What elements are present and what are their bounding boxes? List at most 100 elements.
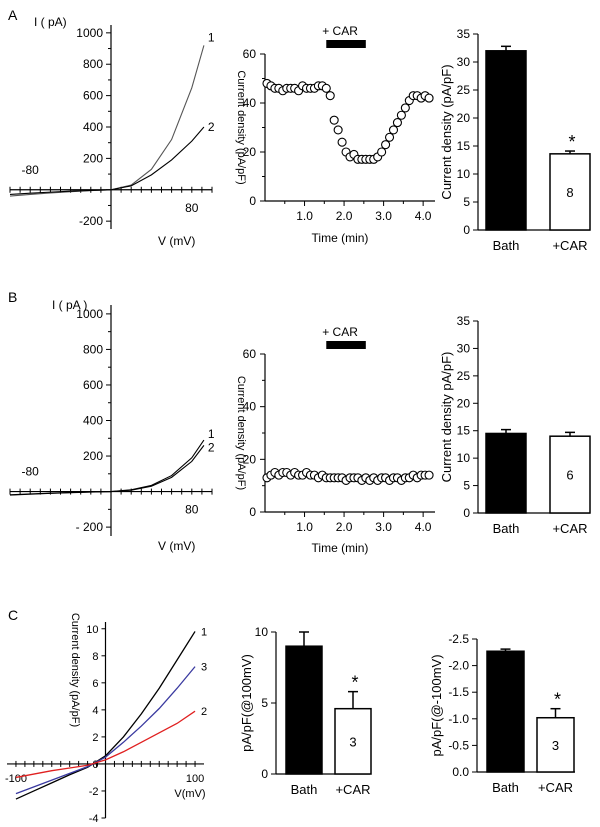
C_bar2-y-axis-label: pA/pF(@-100mV) (429, 654, 444, 756)
C_iv-plot: 10 8 6 4 2 0 -2 -4 -100 100 V(mV) Current density (… (5, 613, 207, 825)
A_time-point (325, 91, 335, 101)
A_iv-y-tick-label: 800 (83, 57, 103, 71)
A_bar-y-tick-label: 30 (457, 55, 471, 69)
B_time-y-tick-label: 40 (243, 400, 257, 414)
A_bar-n-label: 8 (566, 185, 573, 200)
B_bar-y-tick-label: 20 (457, 396, 471, 410)
A_time-point (377, 147, 387, 157)
C_bar1-y-axis-label: pA/pF(@100mV) (239, 654, 254, 752)
A_iv-y-axis-label: I ( pA) (34, 15, 67, 29)
A_time-point (333, 125, 343, 135)
A_bar-y-tick-label: 5 (463, 195, 470, 209)
B_time-x-tick-label: 1.0 (296, 520, 313, 534)
C_bar1-x-tick-label: +CAR (335, 782, 370, 797)
A_time-plot: 0 20 40 60 1.0 2.0 3.0 4.0 Time (min) Current den… (235, 24, 435, 245)
A_time-point (329, 115, 339, 125)
B_iv-x-axis-label: V (mV) (158, 539, 195, 553)
C_bar2-y-tick-label: 0.0 (452, 765, 469, 779)
C_iv-series-2 (15, 710, 196, 779)
B_iv-x-tick-label: -80 (22, 465, 40, 479)
B_bar-n-label: 6 (502, 466, 509, 481)
C_iv-y-tick-label: -4 (89, 813, 99, 825)
C_bar1-bar (334, 707, 372, 775)
B_time-point (424, 470, 434, 480)
A_time-point (392, 118, 402, 128)
B_bar-y-tick-label: 10 (457, 451, 471, 465)
C_iv-x-tick-label: -100 (5, 773, 27, 785)
C_iv-series-label: 1 (201, 626, 207, 638)
A_time-x-tick-label: 1.0 (296, 209, 313, 223)
A_iv-x-tick-label: -80 (22, 163, 40, 177)
C_bar1-y-tick-label: 10 (255, 625, 269, 639)
C_bar2-significance: * (554, 690, 561, 710)
B_bar-n-label: 6 (566, 468, 573, 483)
A_time-y-axis-label: Current density (pA/pF) (235, 70, 247, 184)
B_time-y-tick-label: 20 (243, 452, 257, 466)
A_bar-y-tick-label: 10 (457, 167, 471, 181)
B_time-x-axis-label: Time (min) (312, 541, 369, 555)
C_bar1-bar (285, 645, 323, 775)
A_bar-significance: * (568, 132, 575, 152)
C_bar2-n-label: 3 (552, 738, 559, 753)
A_bar-y-tick-label: 35 (457, 27, 471, 41)
A_bar-y-tick-label: 0 (463, 223, 470, 237)
A_time-x-tick-label: 3.0 (375, 209, 392, 223)
B_time-y-tick-label: 60 (243, 347, 257, 361)
A_bar-n-label: 8 (502, 133, 509, 148)
B_iv-x-tick-label: 80 (185, 503, 199, 517)
B_bar-y-tick-label: 5 (463, 479, 470, 493)
B_iv-y-tick-label: - 200 (76, 520, 104, 534)
C_bar2-x-tick-label: +CAR (538, 780, 573, 795)
A_iv-x-axis-label: V (mV) (158, 234, 195, 248)
B_bar-y-tick-label: 30 (457, 341, 471, 355)
C_iv-series-label: 3 (201, 662, 207, 674)
A_bar-plot: 0 5 10 15 20 25 30 35 Current density (pA/pF) 8 Ba… (439, 27, 591, 253)
C_iv-x-tick-label: 100 (186, 773, 204, 785)
B_iv-y-tick-label: 800 (83, 342, 103, 356)
B_time-plot: 0 20 40 60 1.0 2.0 3.0 4.0 Time (min) Current den… (235, 325, 435, 555)
C_bar1-x-tick-label: Bath (291, 782, 318, 797)
B_iv-y-tick-label: 200 (83, 449, 103, 463)
B_iv-series-label: 1 (208, 427, 215, 441)
A_iv-y-tick-label: 200 (83, 151, 103, 165)
A_time-point (337, 137, 347, 147)
B_bar-plot: 0 5 10 15 20 25 30 35 Current density pA/pF) 6 Bat… (439, 314, 591, 536)
B_time-y-tick-label: 0 (249, 505, 256, 519)
B_bar-y-tick-label: 35 (457, 314, 471, 328)
C_bar1-n-label: 3 (300, 703, 307, 718)
B_bar-y-tick-label: 25 (457, 369, 471, 383)
A_iv-x-tick-label: 80 (185, 201, 199, 215)
A_time-x-tick-label: 2.0 (336, 209, 353, 223)
C_iv-series-1 (15, 631, 196, 800)
B_time-x-tick-label: 3.0 (375, 520, 392, 534)
A_bar-y-tick-label: 20 (457, 111, 471, 125)
A_time-point (424, 93, 434, 103)
C_bar2-y-tick-label: -1.0 (448, 712, 469, 726)
B_time-y-axis-label: Current density (pA/pF) (235, 376, 247, 490)
B_time-x-tick-label: 2.0 (336, 520, 353, 534)
C_iv-x-axis-label: V(mV) (174, 788, 205, 800)
A_bar-x-tick-label: Bath (493, 238, 520, 253)
C_iv-y-tick-label: 0 (92, 759, 98, 771)
C_bar2-bar (536, 716, 575, 773)
B_iv-y-axis-label: I ( pA ) (52, 298, 87, 312)
C_bar1-significance: * (351, 673, 358, 693)
A_time-point (396, 110, 406, 120)
B_bar-y-tick-label: 0 (463, 506, 470, 520)
A_time-point (388, 125, 399, 135)
A_time-point (381, 140, 391, 150)
C_iv-y-tick-label: -2 (89, 786, 99, 798)
B_bar-y-axis-label: Current density pA/pF) (439, 352, 454, 483)
A_iv-series-label: 1 (208, 30, 215, 44)
C_bar2-plot: -2.5 -2.0 -1.5 -1.0 -0.5 0.0 pA/pF(@-100mV) 3 Ba… (429, 632, 575, 795)
C_bar2-n-label: 3 (502, 705, 509, 720)
A_time-car-label: + CAR (322, 24, 358, 38)
A_time-x-tick-label: 4.0 (415, 209, 432, 223)
A_time-y-tick-label: 20 (243, 145, 257, 159)
A_bar-bar (485, 50, 527, 231)
B_time-car-label: + CAR (322, 325, 358, 339)
A_iv-plot: 1000 800 600 400 200 -200 -80 80 I ( pA) V (mV) 1 2 (9, 15, 215, 248)
C_bar2-x-tick-label: Bath (492, 780, 519, 795)
